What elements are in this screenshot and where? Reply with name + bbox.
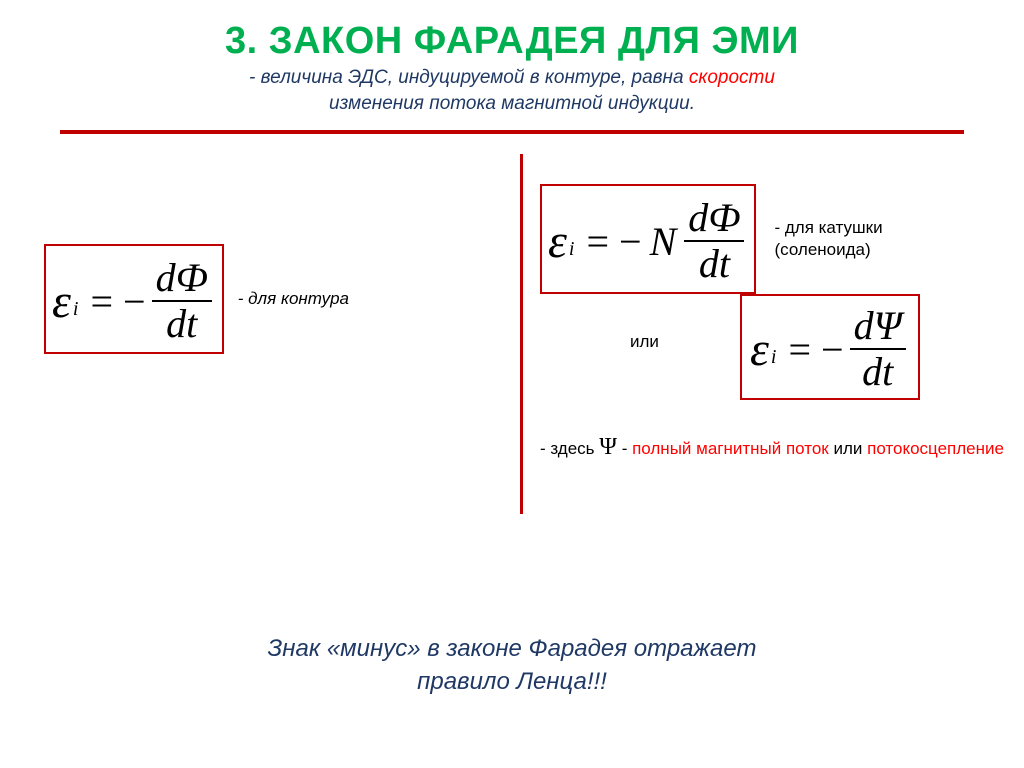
denominator: dt xyxy=(858,350,897,392)
psi-definition: - здесь Ψ - полный магнитный поток или п… xyxy=(540,429,1020,466)
epsilon-symbol: ε xyxy=(750,322,769,377)
formula-psi: εi = − dΨ dt xyxy=(750,306,906,392)
equals-sign: = xyxy=(90,278,113,325)
psi-note-red2: потокосцепление xyxy=(867,439,1004,458)
fraction: dΨ dt xyxy=(850,306,906,392)
formula-psi-box: εi = − dΨ dt xyxy=(740,294,920,400)
slide: 3. ЗАКОН ФАРАДЕЯ ДЛЯ ЭМИ - величина ЭДС,… xyxy=(0,0,1024,768)
formula-contour-group: εi = − dФ dt - для контура xyxy=(44,244,349,354)
content-area: εi = − dФ dt - для контура εi = − N xyxy=(40,174,984,534)
formula-solenoid-box: εi = − N dФ dt xyxy=(540,184,756,294)
subscript-i: i xyxy=(73,298,79,321)
N-symbol: N xyxy=(650,218,677,265)
formula-contour: εi = − dФ dt xyxy=(52,258,212,344)
minus-sign: − xyxy=(123,278,146,325)
psi-note-red1: полный магнитный поток xyxy=(632,439,829,458)
subscript-i: i xyxy=(569,238,575,261)
lenz-rule-note: Знак «минус» в законе Фарадея отражает п… xyxy=(0,633,1024,698)
fraction: dФ dt xyxy=(684,198,744,284)
psi-note-prefix: - здесь xyxy=(540,439,599,458)
equals-sign: = xyxy=(788,326,811,373)
solenoid-annot-line2: (соленоида) xyxy=(774,240,870,259)
numerator: dФ xyxy=(684,198,744,242)
vertical-divider xyxy=(520,154,523,514)
formula-contour-caption: - для контура xyxy=(238,289,349,309)
or-label: или xyxy=(630,332,659,352)
epsilon-symbol: ε xyxy=(548,214,567,269)
minus-sign: − xyxy=(619,218,642,265)
minus-sign: − xyxy=(821,326,844,373)
numerator: dФ xyxy=(152,258,212,302)
numerator: dΨ xyxy=(850,306,906,350)
solenoid-annot-line1: - для катушки xyxy=(774,218,882,237)
title-underline xyxy=(60,130,964,134)
psi-symbol: Ψ xyxy=(599,434,617,460)
slide-title: 3. ЗАКОН ФАРАДЕЯ ДЛЯ ЭМИ xyxy=(40,20,984,63)
formula-contour-box: εi = − dФ dt xyxy=(44,244,224,354)
psi-note-mid1: - xyxy=(617,439,632,458)
formula-solenoid: εi = − N dФ dt xyxy=(548,198,744,284)
epsilon-symbol: ε xyxy=(52,274,71,329)
denominator: dt xyxy=(162,302,201,344)
subtitle-accent: скорости xyxy=(689,67,775,88)
equals-sign: = xyxy=(586,218,609,265)
formula-solenoid-caption: - для катушки (соленоида) xyxy=(774,217,882,261)
subscript-i: i xyxy=(771,346,777,369)
psi-note-mid2: или xyxy=(829,439,867,458)
formula-solenoid-group: εi = − N dФ dt - для катушки (соленоида) xyxy=(540,184,883,294)
bottom-line1: Знак «минус» в законе Фарадея отражает xyxy=(268,635,757,662)
fraction: dФ dt xyxy=(152,258,212,344)
bottom-line2: правило Ленца!!! xyxy=(417,668,607,695)
denominator: dt xyxy=(695,242,734,284)
slide-subtitle: - величина ЭДС, индуцируемой в контуре, … xyxy=(40,65,984,116)
subtitle-part2: изменения потока магнитной индукции. xyxy=(329,93,695,114)
subtitle-part1: - величина ЭДС, индуцируемой в контуре, … xyxy=(249,67,689,88)
